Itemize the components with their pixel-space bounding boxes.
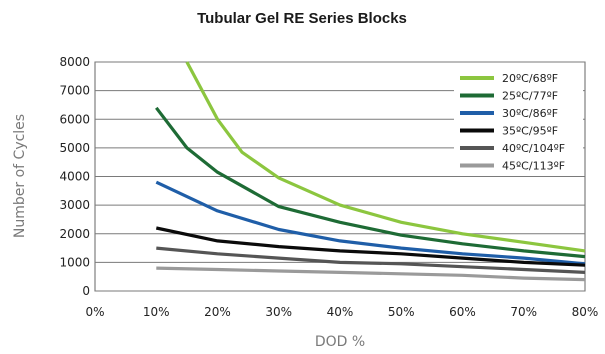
- series-line-1: [185, 61, 586, 253]
- series-lines: [155, 61, 586, 282]
- x-tick-label: 10%: [143, 305, 170, 319]
- x-tick-label: 30%: [265, 305, 292, 319]
- series-line-3: [155, 180, 586, 266]
- y-tick-label: 7000: [59, 84, 90, 98]
- legend-label: 20ºC/68ºF: [502, 72, 558, 85]
- y-axis-label: Number of Cycles: [12, 114, 28, 238]
- y-tick-label: 4000: [59, 170, 90, 184]
- legend-label: 25ºC/77ºF: [502, 90, 558, 103]
- x-tick-label: 40%: [327, 305, 354, 319]
- y-tick-label: 3000: [59, 198, 90, 212]
- x-tick-label: 60%: [449, 305, 476, 319]
- series-line-4: [155, 226, 586, 267]
- legend-background: [454, 67, 583, 176]
- x-tick-label: 50%: [388, 305, 415, 319]
- x-tick-label: 0%: [85, 305, 104, 319]
- y-axis-ticks: 0 1000 2000 3000 4000 5000 6000 7000 8000: [59, 55, 90, 298]
- series-line-5: [156, 246, 586, 274]
- legend-label: 45ºC/113ºF: [502, 160, 565, 173]
- x-tick-label: 20%: [204, 305, 231, 319]
- chart-title: Tubular Gel RE Series Blocks: [197, 10, 407, 27]
- x-tick-label: 70%: [510, 305, 537, 319]
- legend-label: 35ºC/95ºF: [502, 125, 558, 138]
- series-line-2: [155, 106, 586, 259]
- y-tick-label: 5000: [59, 141, 90, 155]
- series-line-6: [156, 266, 586, 282]
- y-tick-label: 6000: [59, 112, 90, 126]
- x-axis-ticks: 0% 10% 20% 30% 40% 50% 60% 70% 80%: [85, 305, 598, 319]
- y-tick-label: 0: [82, 284, 90, 298]
- y-tick-label: 2000: [59, 227, 90, 241]
- y-tick-label: 1000: [59, 255, 90, 269]
- legend: 20ºC/68ºF 25ºC/77ºF 30ºC/86ºF 35ºC/95ºF 40ºC…: [454, 67, 583, 176]
- legend-label: 30ºC/86ºF: [502, 107, 558, 120]
- legend-label: 40ºC/104ºF: [502, 142, 565, 155]
- x-tick-label: 80%: [572, 305, 599, 319]
- x-axis-label: DOD %: [315, 334, 365, 350]
- y-tick-label: 8000: [59, 55, 90, 69]
